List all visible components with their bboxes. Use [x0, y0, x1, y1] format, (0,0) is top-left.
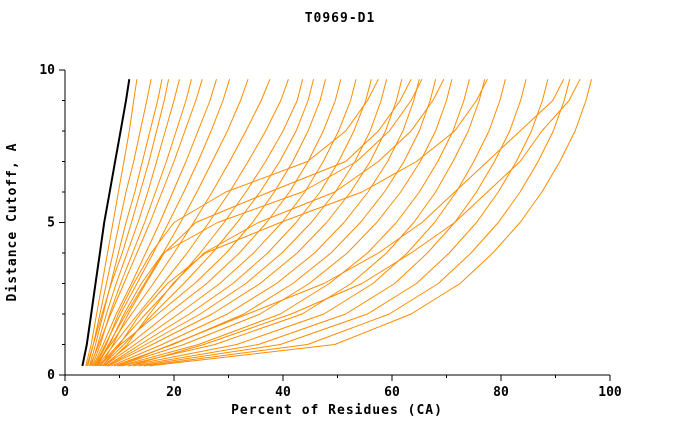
model-curve	[95, 78, 379, 367]
model-curve	[116, 79, 453, 367]
model-curve	[113, 79, 437, 367]
model-curves	[81, 78, 592, 367]
model-curve	[85, 79, 138, 367]
model-curve	[111, 79, 420, 367]
model-curve	[107, 79, 388, 367]
model-curve	[97, 79, 289, 367]
model-curve	[99, 79, 326, 367]
model-curve	[96, 79, 249, 367]
model-curve	[101, 79, 314, 367]
y-tick-label: 10	[39, 63, 55, 78]
model-curve	[143, 79, 571, 367]
model-curve	[118, 78, 565, 367]
model-curve	[129, 78, 581, 367]
chart-title: T0969-D1	[305, 11, 376, 26]
model-curve	[93, 79, 231, 367]
model-curve	[133, 79, 527, 367]
model-curve	[106, 79, 372, 367]
x-tick-label: 0	[61, 385, 69, 400]
model-curve	[103, 79, 357, 367]
model-curve	[119, 79, 470, 367]
x-tick-label: 100	[598, 385, 622, 400]
model-curve	[96, 78, 423, 367]
model-curve	[138, 79, 549, 367]
model-curve	[102, 78, 488, 367]
model-curve	[100, 78, 412, 367]
model-curve	[108, 79, 403, 367]
model-curve	[92, 79, 217, 367]
x-tick-label: 80	[493, 385, 509, 400]
model-curve	[87, 79, 152, 367]
y-tick-label: 5	[47, 216, 55, 231]
y-axis-label: Distance Cutoff, A	[5, 143, 20, 302]
y-tick-label: 0	[47, 368, 55, 383]
model-curve	[102, 79, 342, 367]
model-curve	[98, 79, 304, 367]
model-curve	[104, 78, 445, 367]
model-curve	[149, 79, 592, 367]
axes: 0 20 40 60 80 100 0 5 10	[39, 63, 622, 400]
x-tick-label: 20	[166, 385, 182, 400]
x-axis-label: Percent of Residues (CA)	[231, 403, 443, 418]
model-curve	[90, 79, 180, 367]
model-curve	[94, 79, 271, 367]
reference-curve	[81, 79, 131, 367]
model-curve	[89, 79, 163, 367]
model-curve	[86, 79, 170, 367]
model-curve	[122, 79, 486, 367]
model-curve	[89, 79, 203, 367]
x-tick-label: 60	[384, 385, 400, 400]
model-curve	[127, 79, 506, 367]
x-tick-label: 40	[275, 385, 291, 400]
